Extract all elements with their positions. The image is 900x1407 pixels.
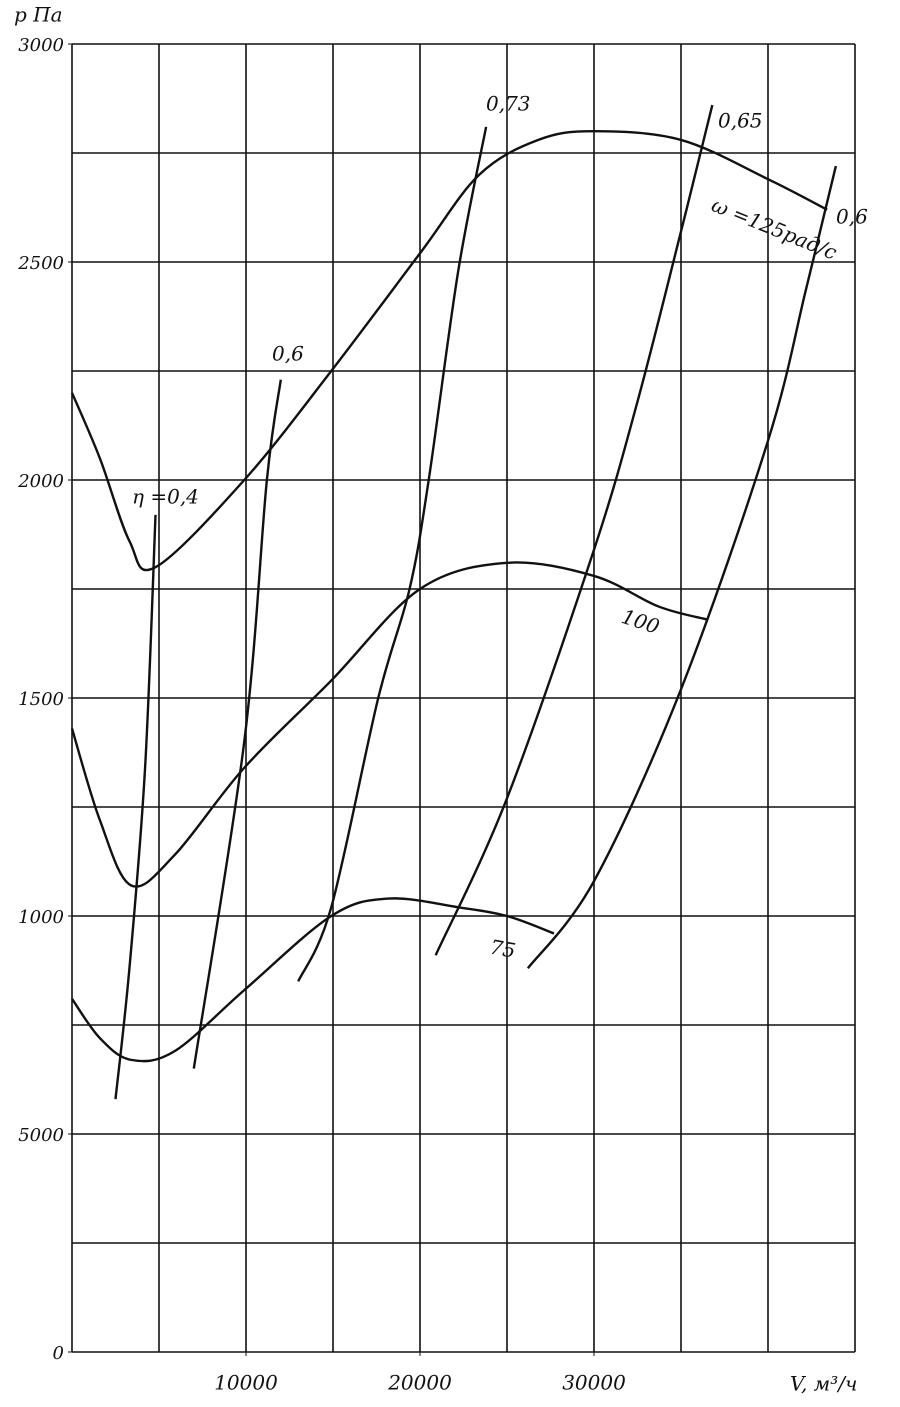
y-tick-label: 0 xyxy=(53,1343,64,1364)
curve xyxy=(192,379,282,1069)
curve-label: 100 xyxy=(619,604,663,639)
curve xyxy=(526,165,838,970)
curve-label: 0,65 xyxy=(718,109,763,133)
x-tick-label: 20000 xyxy=(387,1371,452,1395)
curve-label: 0,6 xyxy=(836,205,868,229)
x-axis-label: V, м³/ч xyxy=(790,1372,857,1396)
curve xyxy=(297,126,488,982)
x-tick-label: 30000 xyxy=(562,1371,626,1395)
y-tick-label: 2500 xyxy=(17,253,64,274)
curve xyxy=(71,897,555,1063)
y-tick-label: 3000 xyxy=(18,35,64,56)
y-tick-label: 5000 xyxy=(18,1125,64,1146)
y-tick-label: 1500 xyxy=(18,689,64,710)
curve xyxy=(70,561,708,888)
curve xyxy=(434,104,714,956)
curve xyxy=(114,514,157,1100)
curve-label: 75 xyxy=(488,935,517,963)
curve-label: η =0,4 xyxy=(132,485,199,509)
curve-label: 0,73 xyxy=(486,92,531,116)
x-tick-label: 10000 xyxy=(214,1371,278,1395)
y-tick-label: 1000 xyxy=(18,907,64,928)
curve-label: 0,6 xyxy=(272,342,304,366)
y-axis-label: р Па xyxy=(14,3,63,27)
y-tick-label: 2000 xyxy=(17,471,64,492)
curve xyxy=(70,129,828,572)
